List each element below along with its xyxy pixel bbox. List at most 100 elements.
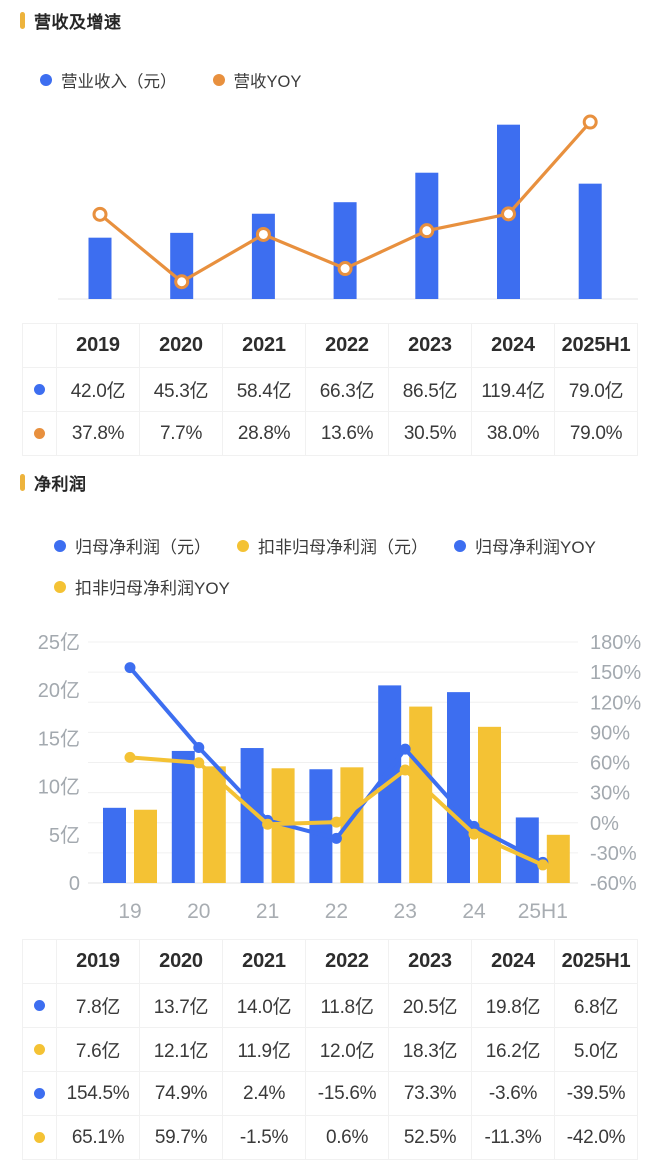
deducted-profit-yoy-marker: [124, 751, 136, 763]
revenue-yoy-marker: [582, 114, 598, 130]
value-cell: 2.4%: [222, 1071, 306, 1116]
right-axis-tick-label: 90%: [590, 722, 630, 744]
value-cell: 66.3亿: [305, 367, 389, 412]
legend-label: 归母净利润（元）: [75, 538, 211, 557]
deducted-profit-yoy-marker: [468, 828, 480, 840]
value-cell: 52.5%: [388, 1115, 472, 1160]
deducted-profit-bar: [478, 726, 501, 883]
series-dot: [34, 427, 45, 439]
revenue-yoy-marker: [501, 206, 516, 222]
value-cell: 11.8亿: [305, 983, 389, 1028]
value-cell: -11.3%: [471, 1115, 555, 1160]
profit-chart: 180% 150% 120% 90% 60% 30% 0% -30% -60% 25亿 20亿 15亿…: [38, 631, 642, 923]
legend-label: 扣非归母净利润YOY: [75, 579, 230, 598]
year-header-cell: 2024: [471, 939, 555, 984]
value-cell: 37.8%: [56, 411, 140, 456]
net-profit-yoy-marker: [193, 742, 205, 754]
deducted-profit-yoy-marker: [262, 818, 274, 830]
value-cell: 86.5亿: [388, 367, 472, 412]
net-profit-yoy-marker: [330, 832, 342, 844]
year-header-cell: 2022: [305, 939, 389, 984]
revenue-section: 营收及增速 营业收入（元） 营收YOY 2019 2020 2021 2022 2023 2…: [0, 0, 650, 456]
revenue-chart-legend: 营业收入（元） 营收YOY: [40, 68, 650, 92]
legend-label: 营业收入（元）: [61, 73, 177, 91]
value-cell: 38.0%: [471, 411, 555, 456]
deducted-profit-bar: [202, 766, 226, 883]
value-cell: 6.8亿: [554, 983, 638, 1028]
value-cell: 74.9%: [139, 1071, 223, 1116]
right-axis-tick-label: -60%: [590, 873, 637, 895]
year-header-cell: 2023: [388, 939, 472, 984]
value-cell: -3.6%: [471, 1071, 555, 1116]
legend-dot: [54, 580, 66, 593]
value-cell: 58.4亿: [222, 367, 306, 412]
legend-dot: [237, 539, 249, 552]
revenue-section-header: 营收及增速: [20, 0, 650, 33]
deducted-profit-bar: [409, 706, 433, 883]
net-profit-yoy-marker: [124, 662, 136, 674]
right-axis-tick-label: 30%: [590, 783, 630, 805]
year-header-cell: 2021: [222, 323, 306, 368]
right-axis-tick-label: -30%: [590, 843, 637, 865]
value-cell: 13.6%: [305, 411, 389, 456]
revenue-yoy-marker: [92, 206, 108, 222]
profit-table: 2019 2020 2021 2022 2023 2024 2025H1 7.8亿 13.7亿 1…: [22, 939, 638, 1160]
value-cell: 119.4亿: [471, 367, 555, 412]
year-header-cell: 2024: [471, 323, 555, 368]
year-header-cell: 2022: [305, 323, 389, 368]
left-axis-tick-label: 20亿: [38, 679, 80, 702]
legend-dot: [454, 539, 466, 552]
value-cell: 11.9亿: [222, 1027, 306, 1072]
net-profit-bar: [515, 817, 539, 883]
left-axis-tick-label: 5亿: [49, 824, 80, 847]
series-dot: [34, 999, 45, 1011]
year-header-cell: 2020: [139, 939, 223, 984]
revenue-yoy-marker: [337, 261, 353, 277]
right-axis-tick-label: 0%: [590, 813, 619, 835]
left-axis-tick-label: 0: [69, 873, 80, 895]
value-cell: 0.6%: [305, 1115, 389, 1160]
left-axis-tick-label: 25亿: [38, 631, 80, 654]
year-header-cell: 2021: [222, 939, 306, 984]
revenue-bar: [578, 183, 602, 299]
net-profit-bar: [309, 769, 333, 883]
deducted-profit-yoy-marker: [193, 757, 205, 769]
legend-label: 扣非归母净利润（元）: [258, 538, 428, 557]
x-axis-label: 20: [187, 900, 210, 923]
net-profit-bar: [103, 807, 126, 883]
net-profit-bar: [240, 748, 264, 883]
legend-label: 归母净利润YOY: [475, 538, 596, 557]
x-axis-label: 19: [118, 900, 141, 923]
table-corner-cell: [22, 939, 57, 984]
profit-table-row: 154.5% 74.9% 2.4% -15.6% 73.3% -3.6% -39.5%: [22, 1071, 638, 1116]
net-profit-bar: [447, 692, 470, 883]
revenue-bar: [333, 202, 357, 299]
legend-item: 营收YOY: [212, 68, 301, 92]
value-cell: 28.8%: [222, 411, 306, 456]
section-title-marker: [20, 474, 25, 491]
series-key-cell: [22, 411, 57, 456]
value-cell: 7.7%: [139, 411, 223, 456]
value-cell: 14.0亿: [222, 983, 306, 1028]
series-key-cell: [22, 1071, 57, 1116]
deducted-profit-bar: [134, 809, 157, 883]
series-key-cell: [22, 367, 57, 412]
revenue-yoy-marker: [255, 226, 271, 242]
legend-dot: [54, 539, 66, 552]
legend-item: 扣非归母净利润（元）: [237, 533, 428, 558]
net-profit-yoy-marker: [399, 743, 411, 755]
value-cell: -15.6%: [305, 1071, 389, 1116]
deducted-profit-yoy-marker: [330, 816, 342, 828]
year-header-cell: 2025H1: [554, 939, 638, 984]
year-header-cell: 2020: [139, 323, 223, 368]
value-cell: 12.0亿: [305, 1027, 389, 1072]
left-axis-tick-label: 10亿: [38, 776, 80, 799]
revenue-yoy-marker: [419, 223, 435, 239]
legend-item: 营业收入（元）: [40, 68, 177, 92]
revenue-table-row: 42.0亿 45.3亿 58.4亿 66.3亿 86.5亿 119.4亿 79.0亿: [22, 367, 638, 412]
deducted-profit-yoy-marker: [537, 859, 549, 871]
x-axis-label: 23: [394, 900, 417, 923]
left-axis-tick-label: 15亿: [38, 727, 80, 750]
right-axis-tick-label: 150%: [590, 662, 641, 684]
value-cell: 13.7亿: [139, 983, 223, 1028]
